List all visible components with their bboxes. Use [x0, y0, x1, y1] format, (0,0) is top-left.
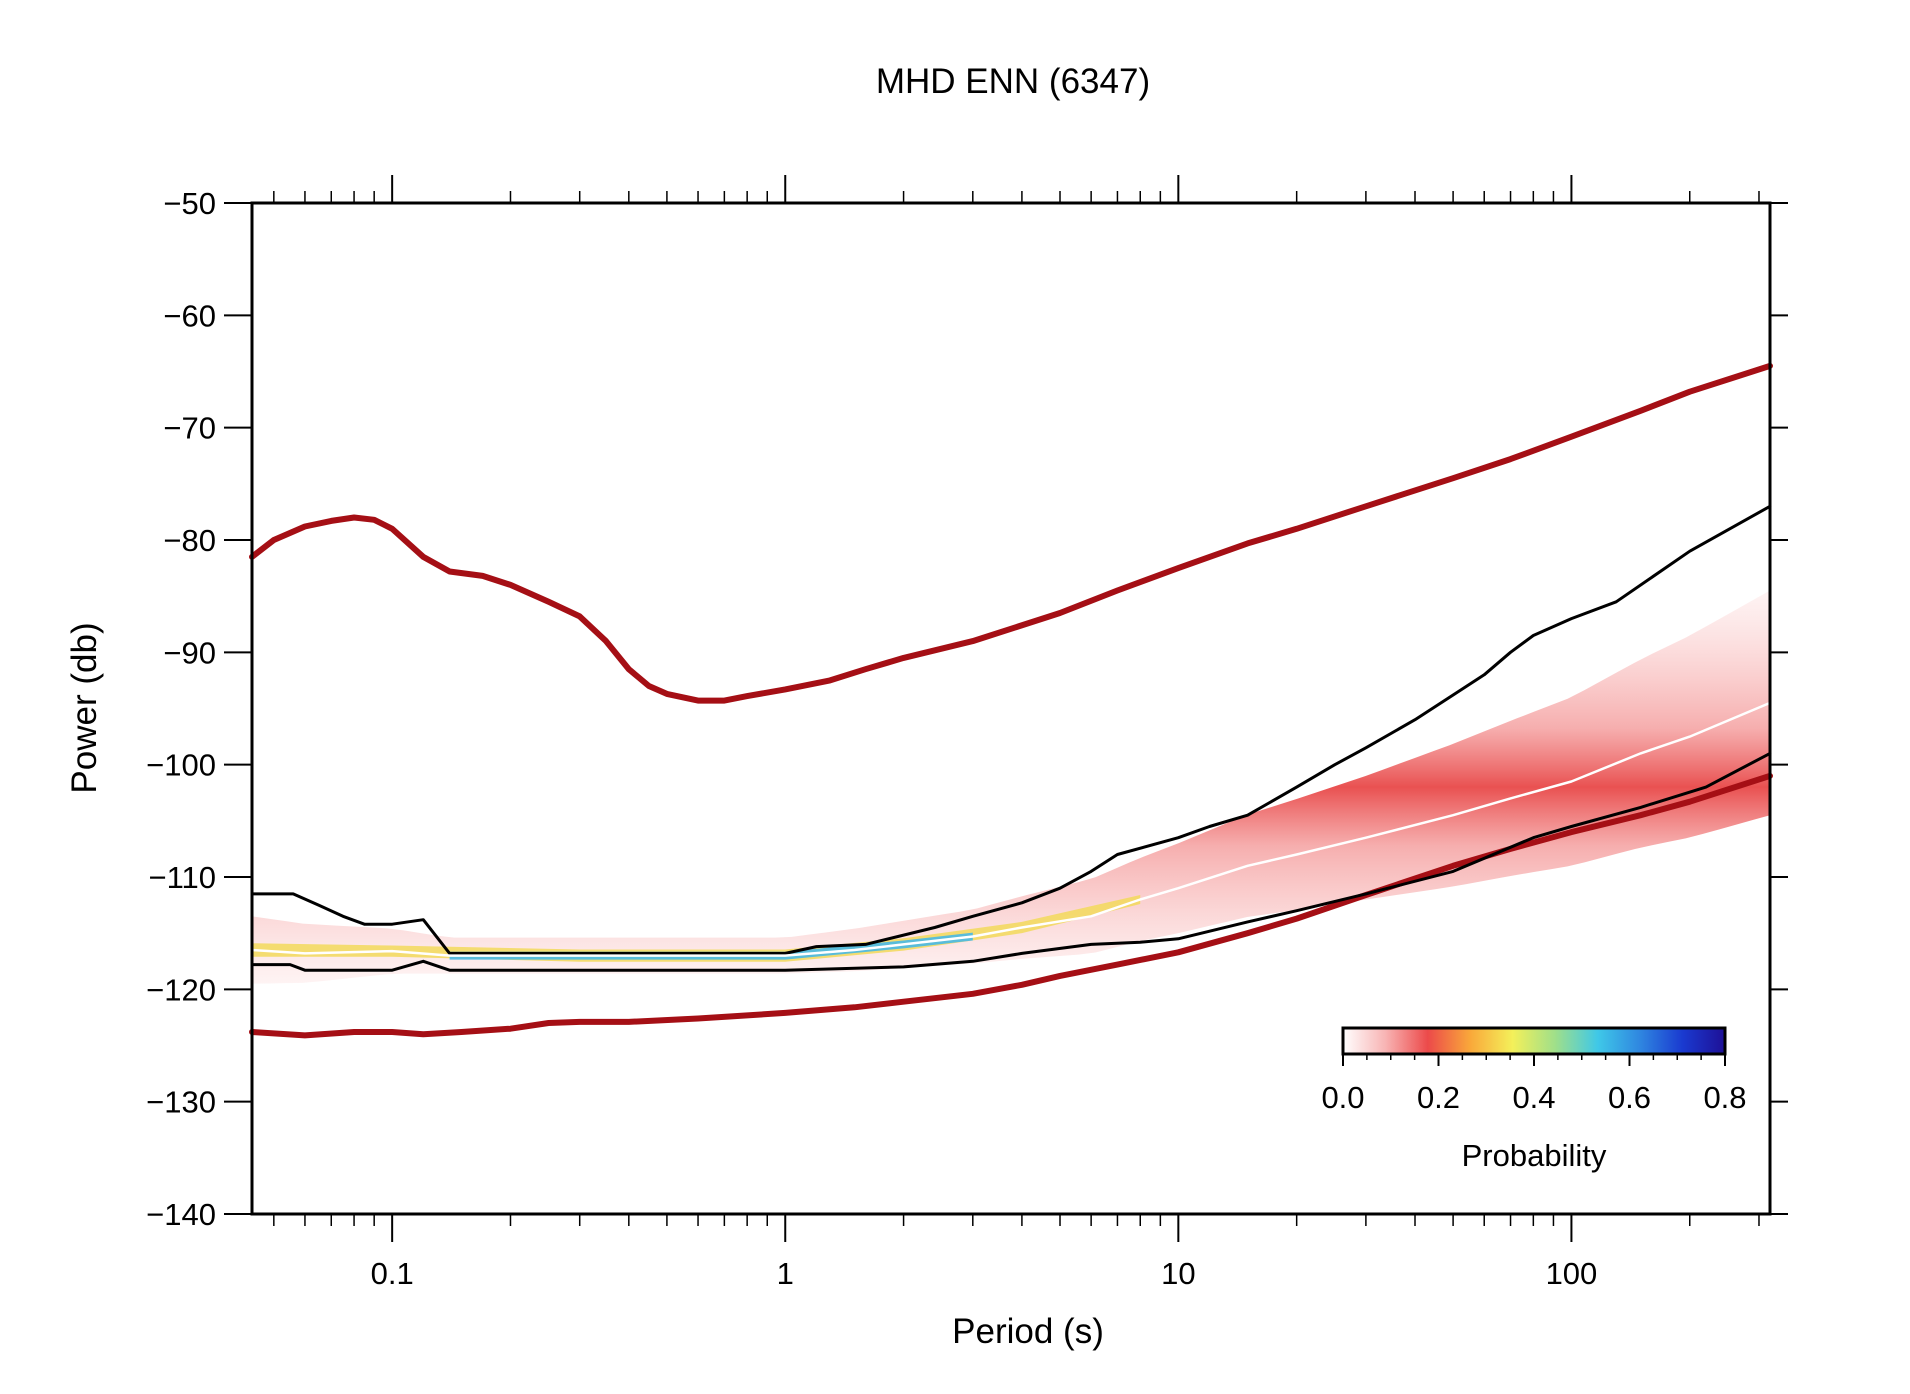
- y-tick-label: −130: [146, 1085, 216, 1120]
- y-tick-label: −60: [163, 298, 216, 333]
- colorbar: 0.0 0.2 0.4 0.6 0.8 Probability: [1321, 1026, 1747, 1173]
- y-tick-label: −120: [146, 972, 216, 1007]
- axes: −140 −130 −120 −110 −100 −90 −80 −70 −60 −50 0.1 1 1…: [146, 175, 1788, 1291]
- x-tick-label: 0.1: [371, 1256, 414, 1291]
- colorbar-label: Probability: [1462, 1138, 1607, 1173]
- colorbar-tick-label: 0.2: [1417, 1080, 1460, 1115]
- series-lower-percentile: [250, 751, 1772, 972]
- series-mode: [250, 701, 1772, 957]
- x-tick-label: 100: [1546, 1256, 1598, 1291]
- series-layer: [249, 362, 1773, 1039]
- y-tick-label: −80: [163, 523, 216, 558]
- x-axis-label: Period (s): [952, 1312, 1104, 1351]
- colorbar-tick-label: 0.6: [1608, 1080, 1651, 1115]
- colorbar-tick-label: 0.8: [1703, 1080, 1746, 1115]
- y-tick-label: −100: [146, 748, 216, 783]
- pdf-density-layer: [252, 590, 1770, 984]
- y-tick-label: −70: [163, 411, 216, 446]
- colorbar-gradient: [1341, 1026, 1727, 1056]
- series-low-noise-model: [249, 772, 1773, 1039]
- plot-frame: [250, 201, 1772, 1216]
- x-tick-label: 10: [1161, 1256, 1195, 1291]
- colorbar-tick-label: 0.0: [1321, 1080, 1364, 1115]
- y-tick-label: −140: [146, 1197, 216, 1232]
- y-tick-label: −90: [163, 635, 216, 670]
- y-tick-label: −50: [163, 186, 216, 221]
- colorbar-tick-label: 0.4: [1512, 1080, 1555, 1115]
- chart-title: MHD ENN (6347): [876, 62, 1150, 101]
- y-tick-label: −110: [148, 860, 216, 895]
- y-axis-label: Power (db): [65, 622, 104, 793]
- series-upper-percentile: [250, 504, 1772, 955]
- series-high-noise-model: [249, 362, 1773, 704]
- x-tick-label: 1: [777, 1256, 794, 1291]
